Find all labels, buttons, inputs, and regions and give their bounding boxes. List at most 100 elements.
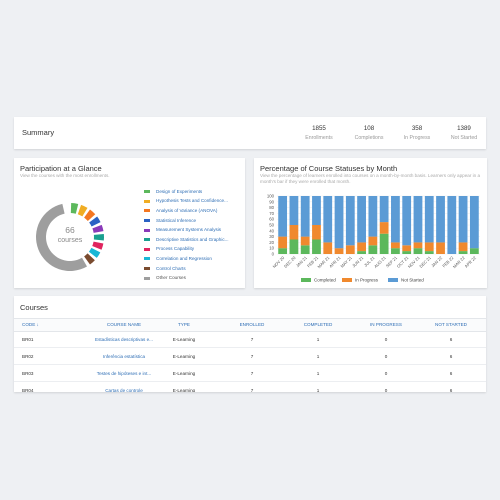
bar-segment[interactable]	[368, 245, 378, 254]
cell-course-name[interactable]: Estadísticas descriptivas e...	[95, 337, 153, 342]
legend-item[interactable]: Design of Experiments	[144, 187, 229, 197]
col-code[interactable]: CODE ↓	[22, 322, 39, 327]
cell-course-name[interactable]: Inferência estatística	[102, 354, 146, 359]
col-enrolled[interactable]: ENROLLED	[239, 322, 265, 327]
bar-segment[interactable]	[323, 196, 333, 243]
donut-segment[interactable]	[92, 241, 104, 250]
table-row[interactable]: BR04 Cartas de controle E-Learning 7 1 0 6	[14, 382, 486, 392]
bar-segment[interactable]	[300, 245, 310, 254]
donut-segment[interactable]	[93, 234, 105, 241]
bar-segment[interactable]	[278, 196, 288, 237]
chart-legend-label[interactable]: In Progress	[355, 278, 379, 283]
bar-segment[interactable]	[312, 239, 321, 255]
bar-segment[interactable]	[312, 196, 321, 225]
x-tick-label: DEC 21	[418, 255, 432, 269]
participation-title: Participation at a Glance	[20, 164, 102, 173]
bar-segment[interactable]	[469, 196, 479, 249]
legend-label: Design of Experiments	[156, 188, 203, 194]
bar-segment[interactable]	[447, 196, 457, 254]
legend-item[interactable]: Other Courses	[144, 273, 229, 283]
stat-label: Enrollments	[305, 135, 333, 141]
bar-segment[interactable]	[368, 236, 378, 246]
bar-segment[interactable]	[413, 242, 423, 249]
donut-segment[interactable]	[89, 216, 101, 227]
chart-legend-swatch	[388, 278, 398, 282]
legend-item[interactable]: Correlation and Regression	[144, 254, 229, 264]
legend-item[interactable]: Analysis of Variance (ANOVA)	[144, 206, 229, 216]
cell-course-name[interactable]: Testes de hipóteses e int...	[96, 371, 152, 376]
donut-segment[interactable]	[92, 224, 104, 233]
bar-segment[interactable]	[312, 225, 321, 240]
bar-segment[interactable]	[357, 251, 366, 254]
chart-legend-label[interactable]: Completed	[314, 278, 336, 283]
legend-label: Descriptive Statistics and Graphic...	[156, 236, 229, 242]
bar-segment[interactable]	[345, 196, 355, 246]
donut-segment[interactable]	[35, 203, 87, 271]
courses-card: Courses CODE ↓ COURSE NAME TYPE ENROLLED…	[14, 296, 486, 392]
bar-segment[interactable]	[289, 239, 299, 255]
donut-segment[interactable]	[84, 209, 96, 221]
bar-segment[interactable]	[424, 196, 434, 243]
bar-segment[interactable]	[458, 251, 468, 254]
x-tick-label: APR 22	[464, 255, 478, 269]
bar-segment[interactable]	[379, 222, 389, 234]
bar-segment[interactable]	[391, 196, 400, 243]
bar-segment[interactable]	[402, 245, 412, 252]
bar-segment[interactable]	[278, 248, 288, 254]
bar-segment[interactable]	[458, 242, 468, 252]
col-completed[interactable]: COMPLETED	[303, 322, 333, 327]
bar-segment[interactable]	[278, 236, 288, 249]
legend-item[interactable]: Control Charts	[144, 264, 229, 274]
legend-item[interactable]: Descriptive Statistics and Graphic...	[144, 235, 229, 245]
legend-item[interactable]: Process Capability	[144, 245, 229, 255]
stat-label: In Progress	[403, 135, 431, 141]
bar-segment[interactable]	[436, 196, 445, 243]
bar-segment[interactable]	[458, 196, 468, 243]
bar-segment[interactable]	[469, 248, 479, 254]
bar-segment[interactable]	[300, 196, 310, 237]
bar-segment[interactable]	[334, 248, 344, 254]
bar-segment[interactable]	[357, 242, 366, 252]
bar-segment[interactable]	[413, 196, 423, 243]
bar-segment[interactable]	[368, 196, 378, 237]
bar-segment[interactable]	[323, 242, 333, 254]
table-row[interactable]: BR03 Testes de hipóteses e int... E-Learni…	[14, 365, 486, 382]
chart-legend-label[interactable]: Not Started	[401, 278, 424, 283]
stat-label: Completions	[354, 135, 384, 141]
col-in-progress[interactable]: IN PROGRESS	[370, 322, 402, 327]
legend-item[interactable]: Measurement Systems Analysis	[144, 225, 229, 235]
bar-segment[interactable]	[424, 251, 434, 254]
bar-segment[interactable]	[300, 236, 310, 246]
bar-segment[interactable]	[402, 251, 412, 254]
cell-course-name[interactable]: Cartas de controle	[105, 388, 143, 392]
col-type[interactable]: TYPE	[178, 322, 190, 327]
statuses-subtitle: View the percentage of learners enrolled…	[260, 173, 481, 184]
bar-segment[interactable]	[357, 196, 366, 243]
col-course-name[interactable]: COURSE NAME	[106, 322, 142, 327]
bar-segment[interactable]	[424, 242, 434, 252]
legend-item[interactable]: Statistical Inference	[144, 216, 229, 226]
stat-value: 108	[363, 125, 375, 132]
bar-segment[interactable]	[379, 196, 389, 223]
col-not-started[interactable]: NOT STARTED	[435, 322, 467, 327]
donut-segment[interactable]	[70, 203, 79, 214]
donut-segment[interactable]	[84, 253, 95, 265]
bar-segment[interactable]	[379, 233, 389, 254]
bar-segment[interactable]	[345, 245, 355, 254]
bar-segment[interactable]	[436, 242, 445, 254]
chart-legend-swatch	[301, 278, 311, 282]
donut-segment[interactable]	[77, 204, 88, 217]
donut-segment[interactable]	[88, 247, 101, 258]
legend-swatch	[144, 219, 150, 223]
bar-segment[interactable]	[289, 225, 299, 240]
bar-segment[interactable]	[413, 248, 423, 254]
stat-label: Not Started	[450, 135, 478, 141]
bar-segment[interactable]	[289, 196, 299, 225]
bar-segment[interactable]	[391, 248, 400, 254]
legend-item[interactable]: Hypothesis Tests and Confidence...	[144, 197, 229, 207]
table-row[interactable]: BR01 Estadísticas descriptivas e... E-Lear…	[14, 331, 486, 348]
table-row[interactable]: BR02 Inferência estatística E-Learning 7 1 0 6	[14, 348, 486, 365]
bar-segment[interactable]	[402, 196, 412, 246]
bar-segment[interactable]	[334, 196, 344, 249]
bar-segment[interactable]	[391, 242, 400, 249]
